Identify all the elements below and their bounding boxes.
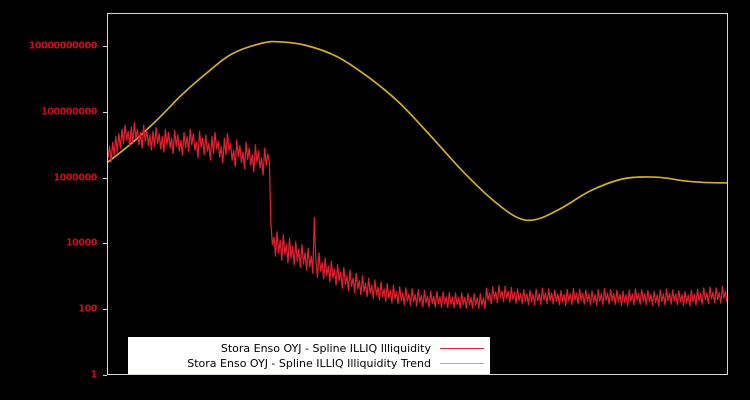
y-tick-label-5: 1 bbox=[90, 369, 98, 381]
legend-label-illiquidity: Stora Enso OYJ - Spline ILLIQ Illiquidit… bbox=[220, 341, 431, 355]
legend-swatch-trend bbox=[440, 358, 484, 369]
y-tick-mark-2 bbox=[103, 177, 107, 179]
chart-legend: Stora Enso OYJ - Spline ILLIQ Illiquidit… bbox=[128, 337, 490, 374]
legend-entry-illiquidity: Stora Enso OYJ - Spline ILLIQ Illiquidit… bbox=[128, 341, 484, 356]
plot-canvas bbox=[108, 40, 727, 310]
series-line-illiquidity bbox=[108, 121, 727, 310]
y-tick-mark-1 bbox=[103, 111, 107, 113]
legend-label-trend: Stora Enso OYJ - Spline ILLIQ Illiquidit… bbox=[187, 356, 431, 370]
y-tick-label-3: 10000 bbox=[65, 237, 97, 249]
y-tick-label-4: 100 bbox=[78, 303, 97, 315]
y-tick-mark-0 bbox=[103, 45, 107, 47]
y-tick-mark-5 bbox=[103, 375, 107, 376]
y-axis: 10000000000 100000000 1000000 10000 100 … bbox=[0, 0, 107, 400]
legend-swatch-illiquidity bbox=[440, 343, 484, 354]
y-tick-label-0: 10000000000 bbox=[28, 40, 98, 52]
y-tick-mark-3 bbox=[103, 243, 107, 245]
legend-entry-trend: Stora Enso OYJ - Spline ILLIQ Illiquidit… bbox=[128, 356, 484, 371]
series-line-trend bbox=[108, 40, 727, 222]
plot-area bbox=[107, 13, 728, 375]
y-tick-label-1: 100000000 bbox=[41, 106, 97, 118]
y-tick-mark-4 bbox=[103, 309, 107, 311]
y-tick-label-2: 1000000 bbox=[53, 172, 98, 184]
